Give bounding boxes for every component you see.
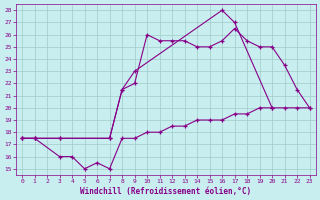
X-axis label: Windchill (Refroidissement éolien,°C): Windchill (Refroidissement éolien,°C): [80, 187, 252, 196]
